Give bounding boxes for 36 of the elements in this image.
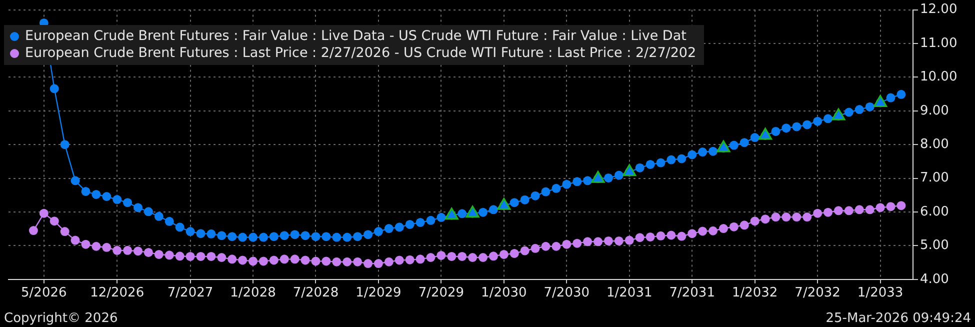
y-tick-label: 5.00 (920, 238, 949, 254)
x-tick-label: 12/2026 (90, 286, 144, 301)
point (466, 206, 480, 218)
y-tick-label: 12.00 (920, 2, 958, 18)
x-tick-label: 7/2032 (794, 286, 840, 301)
y-tick-label: 8.00 (920, 136, 949, 152)
x-tick-label: 5/2026 (21, 286, 67, 301)
point (444, 208, 458, 220)
point (622, 164, 636, 176)
legend-label: European Crude Brent Futures : Fair Value : Live Data - US Crude WTI Future : Fair Value : Live Dat (25, 28, 686, 45)
x-tick-label: 7/2027 (167, 286, 214, 301)
point (832, 108, 846, 120)
y-tick-label: 11.00 (920, 36, 958, 51)
y-tick-label: 10.00 (920, 70, 958, 85)
text: 25-Mar-2026 09:49:24 (826, 311, 971, 326)
point (591, 170, 605, 183)
legend-label: European Crude Brent Futures : Last Price : 2/27/2026 - US Crude WTI Future : Last Price : 2/27/202 (25, 45, 696, 62)
x-tick-label: 7/2029 (418, 286, 464, 301)
point (716, 140, 730, 152)
x-tick-label: 1/2032 (732, 286, 778, 301)
y-tick-label: 6.00 (920, 204, 949, 220)
y-tick-label: 4.00 (920, 272, 949, 287)
x-tick-label: 7/2028 (292, 286, 339, 301)
x-tick-label: 7/2030 (544, 286, 590, 301)
y-tick-label: 7.00 (920, 170, 949, 186)
x-tick-label: 1/2028 (230, 286, 276, 301)
text: Copyright© 2026 (4, 311, 118, 326)
point (758, 128, 772, 140)
x-tick-label: 7/2031 (669, 286, 715, 301)
x-tick-label: 1/2033 (857, 286, 904, 301)
x-tick-label: 1/2030 (481, 286, 527, 301)
point (873, 95, 888, 108)
y-tick-label: 9.00 (920, 103, 949, 118)
x-tick-label: 1/2029 (356, 286, 402, 301)
point (497, 198, 511, 210)
x-tick-label: 1/2031 (606, 286, 652, 301)
